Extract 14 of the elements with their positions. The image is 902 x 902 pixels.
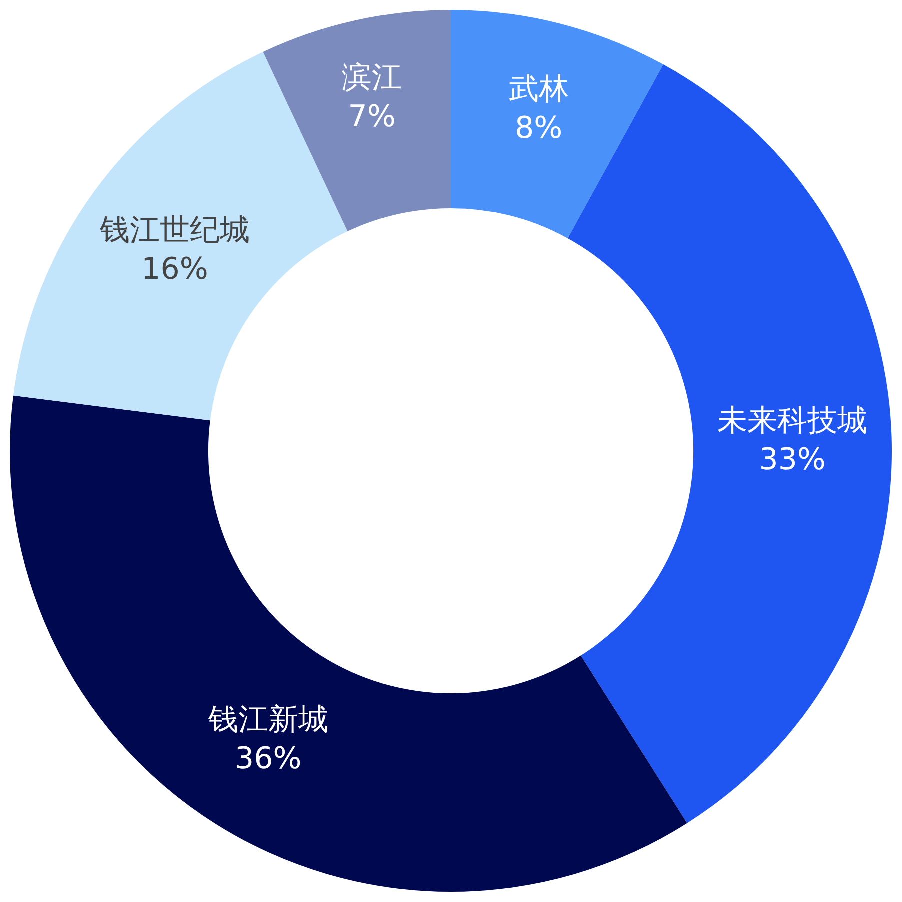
- data-label: 7%: [348, 100, 396, 135]
- slice-label: 钱江新城: [207, 702, 328, 738]
- slice-label: 钱江世纪城: [99, 213, 250, 248]
- data-label: 8%: [515, 110, 563, 146]
- slice-label: 未来科技城: [718, 403, 868, 438]
- slice-label: 滨江: [342, 60, 402, 96]
- donut-slice: [10, 396, 688, 892]
- data-label: 36%: [235, 742, 302, 777]
- donut-slice: [568, 64, 892, 824]
- donut-slice: [263, 10, 451, 232]
- slice-label: 武林: [508, 72, 569, 107]
- donut-slice: [451, 10, 664, 238]
- data-label: 16%: [142, 252, 208, 288]
- data-label: 33%: [759, 442, 826, 478]
